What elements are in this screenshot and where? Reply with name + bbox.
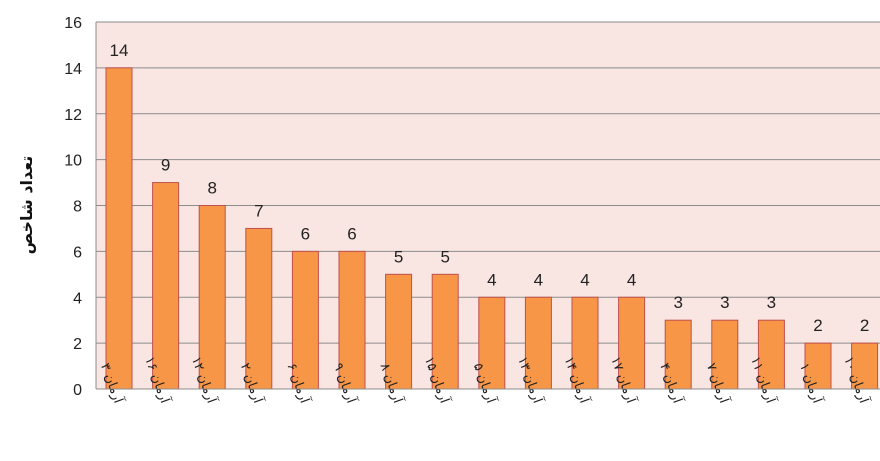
bar (105, 67, 133, 390)
data-label: 5 (440, 247, 449, 266)
y-axis-ticks: 0 2 4 6 8 10 12 14 16 (64, 15, 82, 399)
data-label: 8 (207, 179, 216, 198)
bar (291, 250, 319, 390)
data-label: 9 (161, 156, 170, 175)
bar (711, 319, 739, 390)
data-label: 3 (673, 293, 682, 312)
data-label: 2 (860, 316, 869, 335)
y-tick-label: 16 (64, 15, 82, 32)
data-label: 4 (580, 270, 589, 289)
data-label: 6 (347, 224, 356, 243)
bar (524, 296, 552, 390)
data-label: 4 (487, 270, 496, 289)
data-label: 2 (813, 316, 822, 335)
bar (571, 296, 599, 390)
bar (245, 227, 273, 390)
y-tick-label: 12 (64, 107, 82, 124)
bar (618, 296, 646, 390)
data-label: 4 (627, 270, 636, 289)
data-labels: 14 9 8 7 6 6 5 5 4 4 4 4 3 3 3 2 2 (110, 41, 870, 335)
data-label: 6 (301, 224, 310, 243)
bar (757, 319, 785, 390)
y-tick-label: 2 (73, 336, 82, 353)
data-label: 3 (720, 293, 729, 312)
y-tick-label: 6 (73, 244, 82, 261)
bar (198, 205, 226, 390)
bar (152, 182, 180, 390)
bar (804, 342, 832, 390)
data-label: 7 (254, 201, 263, 220)
data-label: 4 (534, 270, 543, 289)
y-axis-label: تعداد شاخص (17, 156, 36, 255)
bars (105, 67, 879, 390)
data-label: 3 (767, 293, 776, 312)
y-tick-label: 0 (73, 382, 82, 399)
bar (851, 342, 879, 390)
bar (385, 273, 413, 390)
bar (664, 319, 692, 390)
bar (338, 250, 366, 390)
y-tick-label: 10 (64, 153, 82, 170)
data-label: 5 (394, 247, 403, 266)
data-label: 14 (110, 41, 129, 60)
bar (431, 273, 459, 390)
bar (478, 296, 506, 390)
y-tick-label: 8 (73, 199, 82, 216)
y-tick-label: 4 (73, 290, 82, 307)
y-tick-label: 14 (64, 61, 82, 78)
